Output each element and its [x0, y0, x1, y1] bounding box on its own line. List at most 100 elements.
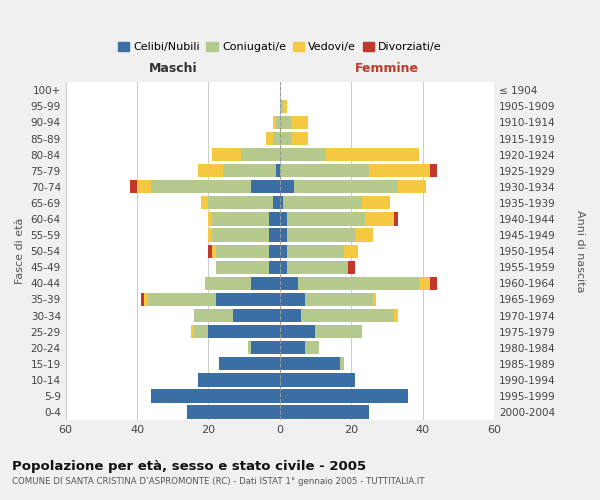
Bar: [280, 164, 369, 177]
Bar: [373, 293, 376, 306]
Bar: [151, 180, 251, 194]
Bar: [280, 277, 298, 290]
Bar: [430, 277, 437, 290]
Bar: [212, 148, 241, 161]
Bar: [248, 341, 251, 354]
Bar: [219, 357, 280, 370]
Bar: [187, 406, 280, 418]
Bar: [140, 293, 144, 306]
Bar: [290, 116, 308, 129]
Text: Femmine: Femmine: [355, 62, 419, 76]
Bar: [280, 148, 326, 161]
Legend: Celibi/Nubili, Coniugati/e, Vedovi/e, Divorziati/e: Celibi/Nubili, Coniugati/e, Vedovi/e, Di…: [113, 37, 446, 56]
Bar: [280, 374, 355, 386]
Bar: [430, 164, 437, 177]
Bar: [280, 116, 290, 129]
Bar: [316, 325, 362, 338]
Bar: [305, 341, 319, 354]
Bar: [280, 196, 283, 209]
Bar: [272, 132, 280, 145]
Bar: [215, 293, 280, 306]
Bar: [326, 148, 419, 161]
Bar: [251, 277, 280, 290]
Bar: [347, 260, 355, 274]
Bar: [208, 212, 212, 226]
Bar: [130, 180, 137, 194]
Bar: [301, 309, 394, 322]
Bar: [208, 196, 272, 209]
Bar: [394, 212, 398, 226]
Bar: [276, 116, 280, 129]
Bar: [280, 132, 290, 145]
Bar: [194, 309, 233, 322]
Bar: [212, 244, 215, 258]
Bar: [290, 132, 308, 145]
Bar: [344, 244, 358, 258]
Bar: [269, 244, 280, 258]
Bar: [280, 357, 340, 370]
Bar: [276, 164, 280, 177]
Bar: [205, 277, 251, 290]
Bar: [287, 228, 355, 241]
Bar: [148, 293, 215, 306]
Text: Popolazione per età, sesso e stato civile - 2005: Popolazione per età, sesso e stato civil…: [12, 460, 366, 473]
Bar: [215, 260, 269, 274]
Text: Maschi: Maschi: [148, 62, 197, 76]
Bar: [398, 180, 426, 194]
Bar: [280, 293, 305, 306]
Bar: [272, 116, 276, 129]
Bar: [251, 341, 280, 354]
Bar: [280, 309, 301, 322]
Bar: [280, 390, 408, 402]
Bar: [241, 148, 280, 161]
Bar: [233, 309, 280, 322]
Bar: [280, 325, 316, 338]
Bar: [280, 244, 287, 258]
Bar: [269, 228, 280, 241]
Bar: [208, 325, 280, 338]
Bar: [151, 390, 280, 402]
Bar: [394, 309, 398, 322]
Bar: [355, 228, 373, 241]
Bar: [215, 244, 269, 258]
Bar: [365, 212, 394, 226]
Bar: [194, 325, 208, 338]
Text: COMUNE DI SANTA CRISTINA D’ASPROMONTE (RC) - Dati ISTAT 1° gennaio 2005 - TUTTIT: COMUNE DI SANTA CRISTINA D’ASPROMONTE (R…: [12, 478, 425, 486]
Bar: [201, 196, 208, 209]
Bar: [212, 228, 269, 241]
Bar: [280, 260, 287, 274]
Bar: [305, 293, 373, 306]
Bar: [280, 341, 305, 354]
Bar: [144, 293, 148, 306]
Bar: [280, 212, 287, 226]
Bar: [280, 100, 283, 113]
Bar: [298, 277, 419, 290]
Bar: [208, 244, 212, 258]
Bar: [198, 164, 223, 177]
Bar: [287, 212, 365, 226]
Bar: [269, 260, 280, 274]
Bar: [269, 212, 280, 226]
Bar: [137, 180, 151, 194]
Bar: [280, 180, 294, 194]
Bar: [272, 196, 280, 209]
Bar: [283, 100, 287, 113]
Bar: [266, 132, 272, 145]
Bar: [287, 260, 347, 274]
Bar: [280, 406, 369, 418]
Bar: [251, 180, 280, 194]
Y-axis label: Fasce di età: Fasce di età: [15, 218, 25, 284]
Bar: [294, 180, 398, 194]
Y-axis label: Anni di nascita: Anni di nascita: [575, 210, 585, 292]
Bar: [287, 244, 344, 258]
Bar: [369, 164, 430, 177]
Bar: [212, 212, 269, 226]
Bar: [191, 325, 194, 338]
Bar: [283, 196, 362, 209]
Bar: [198, 374, 280, 386]
Bar: [419, 277, 430, 290]
Bar: [280, 228, 287, 241]
Bar: [208, 228, 212, 241]
Bar: [223, 164, 276, 177]
Bar: [362, 196, 391, 209]
